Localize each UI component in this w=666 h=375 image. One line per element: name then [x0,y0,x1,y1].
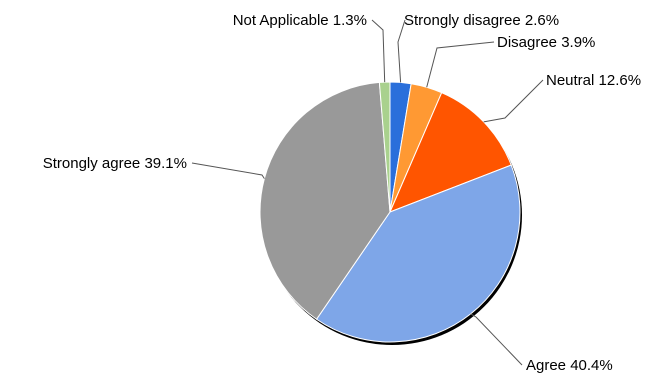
leader-line-not-applicable [371,19,386,83]
leader-lines [191,19,544,366]
label-disagree: Disagree 3.9% [497,34,595,51]
label-not-applicable: Not Applicable 1.3% [233,12,367,29]
pie-slice-agree [315,164,521,343]
pie-slices [259,81,521,343]
leader-line-neutral [483,79,544,123]
label-strongly-agree: Strongly agree 39.1% [43,155,187,172]
label-strongly-disagree: Strongly disagree 2.6% [404,12,559,29]
leader-line-strongly-disagree [397,19,406,83]
label-neutral: Neutral 12.6% [546,72,641,89]
pie-slice-neutral [389,92,512,213]
leader-line-strongly-agree [191,162,265,179]
leader-line-disagree [426,41,495,88]
leader-line-agree [470,313,523,366]
pie-slice-not-applicable [378,81,391,213]
pie-slice-strongly-agree [259,81,391,320]
label-agree: Agree 40.4% [526,357,613,374]
